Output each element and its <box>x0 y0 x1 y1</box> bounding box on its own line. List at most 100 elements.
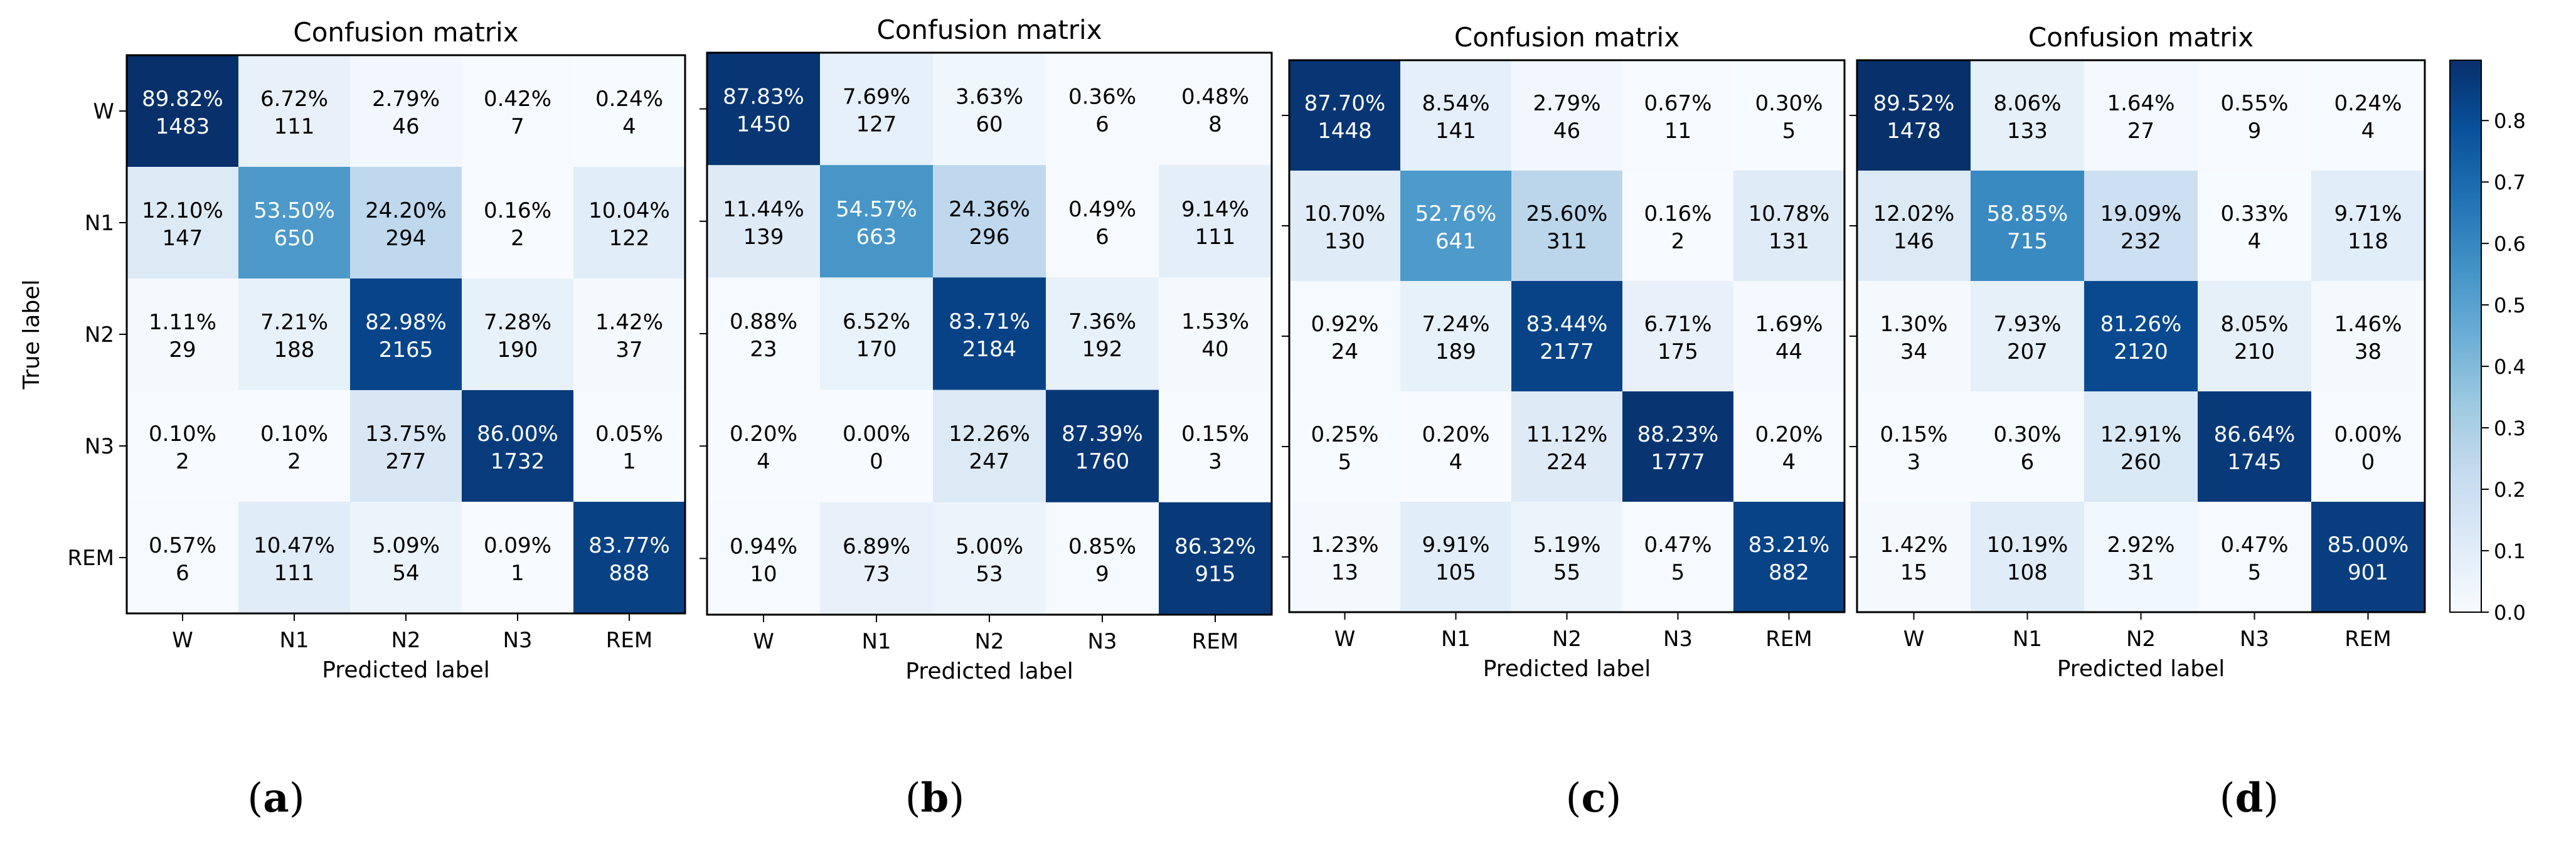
cell-count-label: 53 <box>976 561 1003 586</box>
cell-count-label: 260 <box>2121 450 2161 475</box>
matrix-cell <box>1046 277 1159 391</box>
y-tick-label: N1 <box>85 211 114 236</box>
colorbar-tick-label: 0.3 <box>2494 416 2526 440</box>
matrix-cell <box>350 502 462 614</box>
matrix-cell <box>462 55 574 167</box>
cell-count-label: 24 <box>1331 339 1358 364</box>
caption-b-letter: b <box>920 775 949 822</box>
cell-count-label: 130 <box>1324 229 1365 254</box>
matrix-cell <box>1622 60 1734 171</box>
cell-count-label: 5 <box>1782 119 1796 144</box>
cell-percent-label: 83.71% <box>949 309 1030 334</box>
confusion-matrix-panel-b: 87.83%14507.69%1273.63%600.36%60.48%811.… <box>700 14 1273 684</box>
cell-percent-label: 8.54% <box>1422 91 1489 116</box>
cell-percent-label: 10.04% <box>588 198 670 223</box>
x-tick-label: N2 <box>1552 627 1582 652</box>
matrix-cell <box>933 277 1046 391</box>
x-tick-label: N1 <box>861 629 891 654</box>
matrix-cell <box>820 389 934 503</box>
matrix-cell <box>820 53 934 166</box>
cell-count-label: 1478 <box>1887 119 1941 144</box>
cell-percent-label: 19.09% <box>2100 201 2182 226</box>
cell-count-label: 146 <box>1893 229 1934 254</box>
cell-count-label: 663 <box>856 225 897 250</box>
cell-count-label: 7 <box>511 114 524 139</box>
cell-count-label: 5 <box>1671 560 1685 585</box>
matrix-cell <box>1159 277 1272 391</box>
matrix-cell <box>238 278 351 391</box>
cell-percent-label: 0.30% <box>1993 422 2061 447</box>
x-tick-label: N2 <box>974 629 1004 654</box>
cell-percent-label: 0.24% <box>2334 91 2402 116</box>
matrix-cell <box>1622 502 1734 613</box>
cell-count-label: 2120 <box>2114 339 2168 364</box>
cell-percent-label: 7.28% <box>484 310 551 335</box>
matrix-cell <box>1857 60 1971 171</box>
cell-percent-label: 2.79% <box>372 87 440 112</box>
cell-count-label: 139 <box>743 225 784 250</box>
colorbar-bar <box>2449 60 2482 613</box>
cell-percent-label: 7.36% <box>1068 309 1136 334</box>
cell-count-label: 60 <box>976 112 1003 137</box>
x-tick-label: W <box>753 629 774 654</box>
chart-title: Confusion matrix <box>293 17 518 48</box>
cell-count-label: 2 <box>1671 229 1685 254</box>
cell-percent-label: 0.24% <box>595 87 663 112</box>
cell-count-label: 1 <box>511 561 524 586</box>
cell-count-label: 650 <box>274 226 315 251</box>
cell-percent-label: 0.33% <box>2220 201 2288 226</box>
colorbar-tick-label: 0.6 <box>2494 232 2526 256</box>
cell-count-label: 4 <box>2361 119 2375 144</box>
cell-count-label: 38 <box>2355 339 2382 364</box>
colorbar-tick-label: 0.8 <box>2494 109 2526 133</box>
cell-count-label: 2 <box>287 449 301 474</box>
matrix-cell <box>1046 53 1159 166</box>
cell-percent-label: 0.09% <box>484 533 551 558</box>
y-axis-label: True label <box>19 280 45 390</box>
matrix-cell <box>1971 391 2085 502</box>
matrix-cell <box>238 390 351 502</box>
cell-count-label: 4 <box>622 114 636 139</box>
cell-percent-label: 88.23% <box>1637 422 1719 447</box>
cell-count-label: 23 <box>750 337 777 362</box>
cell-percent-label: 0.85% <box>1068 534 1136 559</box>
x-tick-label: REM <box>1192 629 1238 654</box>
matrix-cell <box>707 165 821 278</box>
matrix-cell <box>2084 502 2198 613</box>
x-tick-label: REM <box>606 628 652 653</box>
matrix-cell <box>2084 281 2198 392</box>
y-tick-label: REM <box>68 546 114 571</box>
cell-percent-label: 24.36% <box>949 197 1030 222</box>
matrix-cell <box>1400 502 1512 613</box>
cell-percent-label: 1.42% <box>595 310 663 335</box>
matrix-cell <box>127 278 239 391</box>
cell-percent-label: 83.21% <box>1748 532 1830 558</box>
x-tick-label: N1 <box>1441 627 1471 652</box>
cell-count-label: 127 <box>856 112 897 137</box>
cell-count-label: 901 <box>2348 560 2388 585</box>
cell-percent-label: 0.67% <box>1644 91 1711 116</box>
cell-count-label: 5 <box>1338 450 1352 475</box>
colorbar-tick-label: 0.7 <box>2494 171 2526 194</box>
x-tick-label: N3 <box>2240 627 2269 652</box>
cell-count-label: 3 <box>1208 449 1222 474</box>
cell-percent-label: 0.47% <box>2220 532 2288 558</box>
cell-count-label: 13 <box>1331 560 1358 585</box>
matrix-cell <box>1971 502 2085 613</box>
matrix-cell <box>573 390 686 502</box>
matrix-cell <box>1622 281 1734 392</box>
cell-count-label: 210 <box>2234 339 2275 364</box>
cell-count-label: 0 <box>870 449 883 474</box>
cell-percent-label: 7.69% <box>843 85 910 110</box>
matrix-cell <box>1622 171 1734 282</box>
cell-percent-label: 11.44% <box>723 197 804 222</box>
chart-title: Confusion matrix <box>1454 22 1679 53</box>
matrix-cell <box>1400 60 1512 171</box>
cell-percent-label: 12.02% <box>1873 201 1955 226</box>
x-tick-label: N3 <box>1663 627 1693 652</box>
matrix-cell <box>462 502 574 614</box>
cell-percent-label: 0.47% <box>1644 532 1711 558</box>
matrix-cell <box>127 390 239 502</box>
cell-count-label: 141 <box>1435 119 1476 144</box>
